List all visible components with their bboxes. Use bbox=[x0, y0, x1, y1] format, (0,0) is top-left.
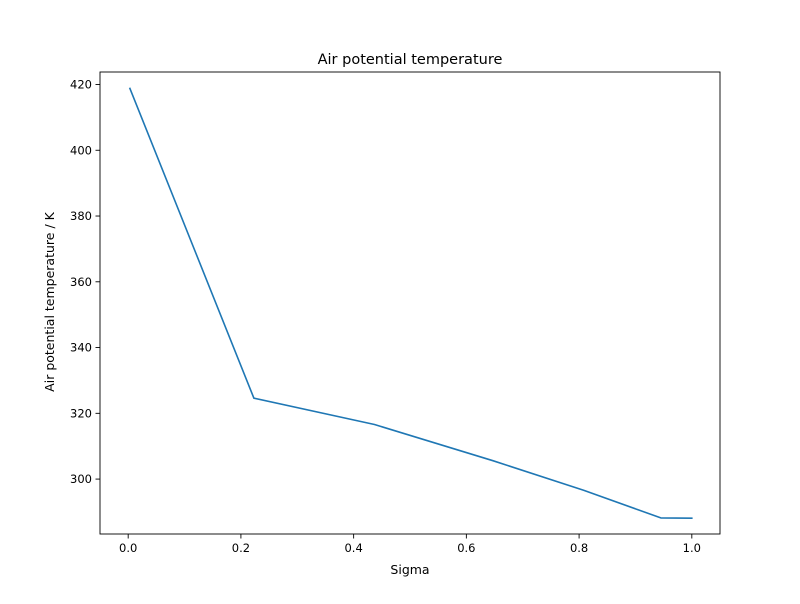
y-tick-label: 300 bbox=[70, 472, 92, 486]
x-tick-label: 0.2 bbox=[232, 541, 250, 555]
x-tick-label: 0.6 bbox=[457, 541, 475, 555]
y-axis-label: Air potential temperature / K bbox=[42, 211, 57, 391]
x-tick-label: 0.4 bbox=[344, 541, 362, 555]
y-tick-label: 400 bbox=[70, 143, 92, 157]
x-tick-label: 1.0 bbox=[683, 541, 701, 555]
x-tick-label: 0.0 bbox=[119, 541, 137, 555]
y-tick-label: 420 bbox=[70, 77, 92, 91]
x-tick-label: 0.8 bbox=[570, 541, 588, 555]
y-tick-label: 380 bbox=[70, 209, 92, 223]
y-tick-label: 320 bbox=[70, 406, 92, 420]
y-tick-label: 340 bbox=[70, 341, 92, 355]
x-axis-label: Sigma bbox=[390, 562, 429, 577]
chart-title: Air potential temperature bbox=[318, 52, 503, 68]
y-tick-label: 360 bbox=[70, 275, 92, 289]
